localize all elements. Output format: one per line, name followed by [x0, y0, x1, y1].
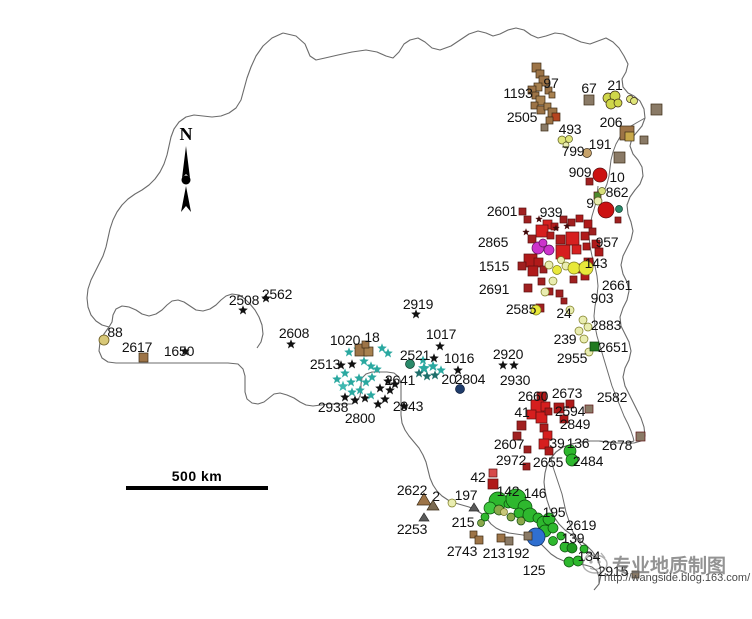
deposit-label-2943: 2943 — [392, 398, 424, 414]
deposit-label-2800: 2800 — [344, 410, 376, 426]
deposit-label-24: 24 — [556, 305, 572, 321]
deposit-label-2521: 2521 — [399, 347, 431, 363]
deposit-label-2562: 2562 — [261, 286, 293, 302]
deposit-label-2920: 2920 — [492, 346, 524, 362]
watermark-chinese-text: 专业地质制图 — [612, 555, 727, 577]
deposit-label-1020: 1020 — [329, 332, 361, 348]
north-arrow-label: N — [179, 124, 193, 144]
symbol-group-west — [98, 334, 149, 363]
deposit-label-493: 493 — [558, 121, 582, 137]
scale-bar-line — [126, 486, 268, 490]
deposit-label-2972: 2972 — [495, 452, 527, 468]
deposit-label-136: 136 — [566, 435, 590, 451]
deposit-label-2608: 2608 — [278, 325, 310, 341]
deposit-label-2484: 2484 — [572, 453, 604, 469]
deposit-label-1650: 1650 — [163, 343, 195, 359]
deposit-label-909: 909 — [568, 164, 592, 180]
north-arrow-graphic — [181, 146, 191, 212]
deposit-label-215: 215 — [451, 514, 475, 530]
deposit-label-2622: 2622 — [396, 482, 428, 498]
deposit-label-2955: 2955 — [556, 350, 588, 366]
deposit-label-143: 143 — [584, 255, 608, 271]
symbol-group-ne-cluster — [582, 90, 663, 164]
deposit-label-2594: 2594 — [554, 403, 586, 419]
deposit-label-67: 67 — [581, 80, 597, 96]
deposit-label-2508: 2508 — [228, 292, 260, 308]
symbol-group-909-10-862 — [585, 167, 623, 224]
deposit-label-41: 41 — [514, 404, 530, 420]
deposit-label-2513: 2513 — [309, 356, 341, 372]
deposit-label-192: 192 — [506, 545, 530, 561]
symbol-group-lower-red-cluster — [512, 391, 646, 471]
deposit-label-195: 195 — [542, 504, 566, 520]
symbol-group-1020-18 — [354, 340, 374, 357]
deposit-label-2691: 2691 — [478, 281, 510, 297]
deposit-label-2641: 2641 — [384, 372, 416, 388]
deposit-label-1016: 1016 — [443, 350, 475, 366]
deposit-label-2804: 2804 — [454, 371, 486, 387]
deposit-label-2617: 2617 — [121, 339, 153, 355]
deposit-label-939: 939 — [539, 204, 563, 220]
scale-bar-label: 500 km — [171, 468, 223, 484]
symbol-group-green-belt — [469, 468, 640, 579]
deposit-label-213: 213 — [482, 545, 506, 561]
deposit-label-39: 39 — [549, 435, 565, 451]
deposit-label-2883: 2883 — [590, 317, 622, 333]
deposit-label-197: 197 — [454, 487, 478, 503]
symbol-group-brown-belt — [527, 62, 561, 132]
deposit-label-2930: 2930 — [499, 372, 531, 388]
deposit-label-2655: 2655 — [532, 454, 564, 470]
deposit-label-10: 10 — [609, 169, 625, 185]
deposit-label-2: 2 — [432, 488, 440, 504]
deposit-label-2678: 2678 — [601, 437, 633, 453]
symbol-group-stars-central — [180, 293, 519, 411]
deposit-label-2919: 2919 — [402, 296, 434, 312]
deposit-label-2582: 2582 — [596, 389, 628, 405]
deposit-label-2673: 2673 — [551, 385, 583, 401]
deposit-label-2651: 2651 — [597, 339, 629, 355]
deposit-label-2585: 2585 — [505, 301, 537, 317]
deposit-label-799: 799 — [561, 143, 585, 159]
watermark-url: http://wangside.blog.163.com/ — [604, 572, 751, 584]
deposit-label-20: 20 — [441, 371, 457, 387]
deposit-label-2253: 2253 — [396, 521, 428, 537]
deposit-label-239: 239 — [553, 331, 577, 347]
scale-bar: 500 km — [126, 468, 268, 490]
deposit-label-1193: 1193 — [503, 85, 533, 101]
deposit-label-97: 97 — [543, 75, 559, 91]
deposit-label-903: 903 — [590, 290, 614, 306]
deposit-label-2661: 2661 — [601, 277, 633, 293]
symbol-group-493 — [557, 135, 573, 149]
deposit-label-21: 21 — [607, 77, 623, 93]
deposit-label-191: 191 — [588, 136, 612, 152]
deposit-label-42: 42 — [470, 469, 486, 485]
deposit-label-2849: 2849 — [559, 416, 591, 432]
deposit-label-125: 125 — [522, 562, 546, 578]
deposit-label-142: 142 — [496, 483, 520, 499]
symbol-group-yellow-circles — [530, 256, 600, 357]
deposit-label-2938: 2938 — [317, 399, 349, 415]
deposit-label-2601: 2601 — [486, 203, 518, 219]
deposit-label-957: 957 — [595, 234, 619, 250]
deposit-label-2743: 2743 — [446, 543, 478, 559]
deposit-label-862: 862 — [605, 184, 629, 200]
deposit-label-2865: 2865 — [477, 234, 509, 250]
deposit-label-1515: 1515 — [478, 258, 510, 274]
deposit-label-146: 146 — [523, 485, 547, 501]
deposit-label-2660: 2660 — [517, 388, 549, 404]
deposit-label-18: 18 — [364, 329, 380, 345]
watermark-logo-icon — [582, 552, 608, 574]
deposit-label-9: 9 — [586, 195, 594, 211]
north-arrow: N — [168, 124, 204, 214]
symbol-group-triangles — [416, 492, 480, 522]
deposit-label-2607: 2607 — [493, 436, 525, 452]
deposit-label-88: 88 — [107, 324, 123, 340]
deposit-label-1017: 1017 — [425, 326, 457, 342]
deposit-label-2505: 2505 — [506, 109, 538, 125]
deposit-label-139: 139 — [561, 530, 585, 546]
deposit-label-206: 206 — [599, 114, 623, 130]
deposit-label-2619: 2619 — [565, 517, 597, 533]
